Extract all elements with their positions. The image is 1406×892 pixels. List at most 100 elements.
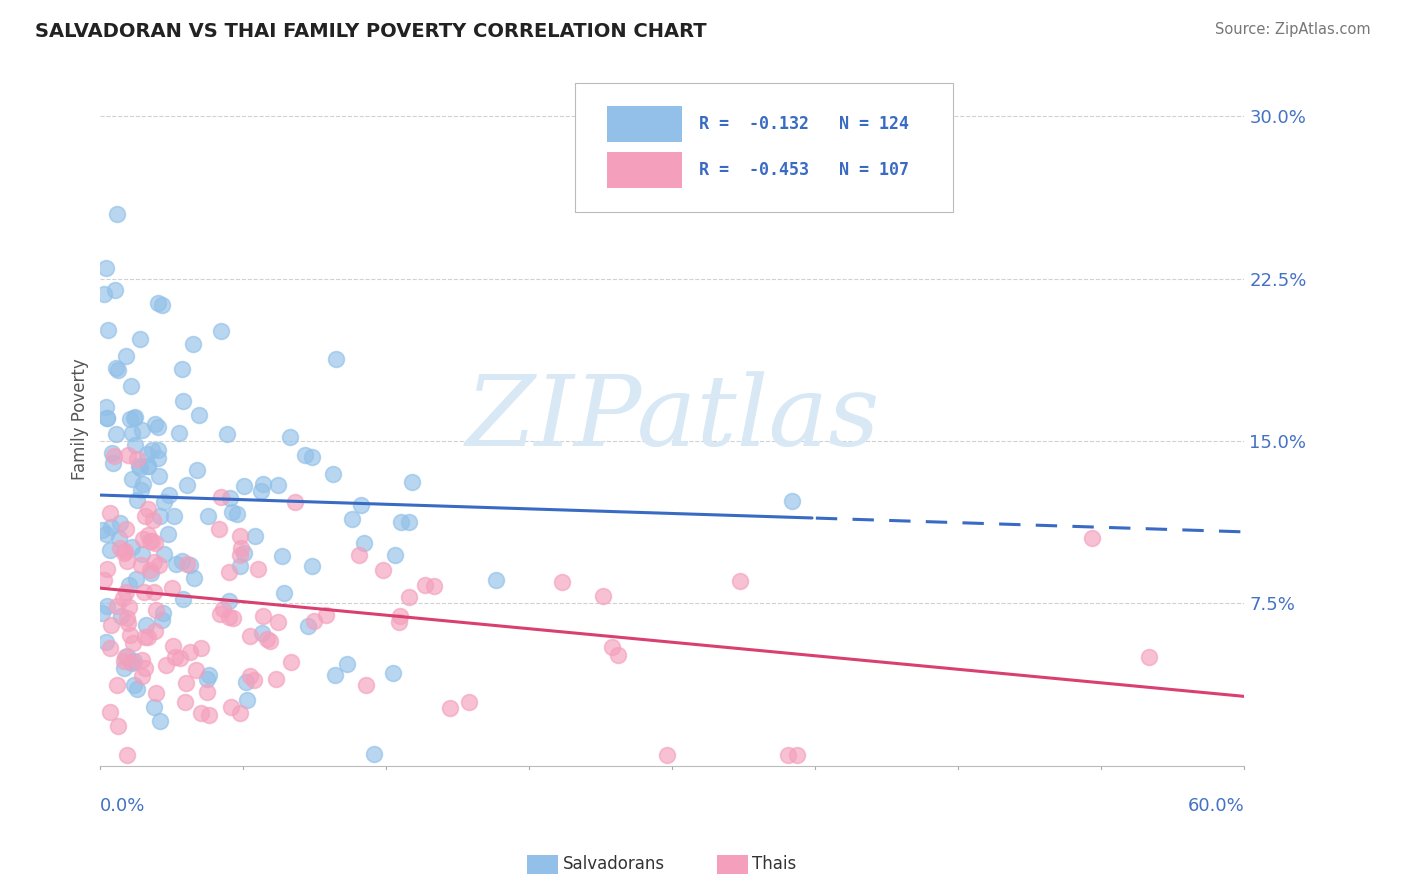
Point [246, 562, 269, 576]
Point [98, 705, 121, 719]
Point [101, 456, 124, 470]
Point [131, 532, 153, 546]
Point [730, 574, 752, 589]
Point [284, 494, 307, 508]
Point [97, 323, 120, 337]
Point [179, 558, 201, 573]
Point [160, 581, 183, 595]
Point [122, 654, 145, 668]
Point [135, 618, 157, 632]
Point [121, 472, 143, 486]
Point [259, 633, 281, 648]
Point [401, 475, 423, 490]
Point [91, 606, 114, 620]
Point [607, 648, 630, 662]
Point [143, 624, 166, 639]
Point [121, 540, 143, 554]
Point [132, 585, 155, 599]
Point [143, 417, 166, 432]
Point [209, 324, 232, 338]
Point [141, 566, 163, 580]
Point [354, 678, 377, 692]
Point [101, 446, 124, 460]
Point [98, 640, 121, 655]
Point [187, 408, 209, 422]
Point [114, 585, 136, 599]
Point [190, 706, 212, 721]
Point [270, 549, 292, 563]
Point [163, 508, 186, 523]
Point [105, 206, 128, 220]
Point [149, 508, 172, 523]
Point [301, 450, 323, 465]
Point [384, 548, 406, 562]
Point [176, 478, 198, 492]
Point [143, 584, 166, 599]
Point [104, 283, 127, 297]
Point [129, 483, 152, 497]
Point [125, 682, 148, 697]
Point [150, 298, 173, 312]
Point [302, 615, 325, 629]
Point [373, 563, 395, 577]
Point [98, 705, 121, 719]
Point [97, 323, 120, 337]
Point [117, 448, 139, 462]
Point [297, 619, 319, 633]
Point [128, 458, 150, 473]
Point [101, 446, 124, 460]
Point [413, 578, 436, 592]
Point [195, 685, 218, 699]
Point [128, 332, 150, 346]
Point [325, 668, 347, 682]
Point [267, 477, 290, 491]
Point [115, 747, 138, 762]
Point [124, 411, 146, 425]
Point [127, 493, 149, 508]
Point [179, 558, 201, 573]
Point [114, 349, 136, 363]
Point [184, 663, 207, 677]
Point [114, 544, 136, 558]
Point [172, 553, 194, 567]
Point [363, 747, 385, 761]
Point [132, 585, 155, 599]
Point [413, 578, 436, 592]
Point [198, 708, 221, 723]
Point [143, 624, 166, 639]
Point [485, 573, 508, 587]
Point [134, 630, 156, 644]
Point [266, 672, 288, 686]
Point [96, 599, 118, 613]
Point [127, 493, 149, 508]
Point [115, 522, 138, 536]
Point [107, 719, 129, 733]
Point [124, 438, 146, 452]
Point [125, 451, 148, 466]
Point [111, 591, 134, 605]
Point [146, 420, 169, 434]
Point [602, 640, 624, 655]
Point [136, 630, 159, 644]
Point [115, 649, 138, 664]
Point [93, 287, 115, 301]
Point [100, 617, 122, 632]
Point [267, 477, 290, 491]
Text: R =  -0.453   N = 107: R = -0.453 N = 107 [699, 161, 908, 179]
Point [103, 450, 125, 464]
Point [104, 360, 127, 375]
Point [190, 640, 212, 655]
Point [142, 513, 165, 527]
Point [162, 640, 184, 654]
Point [233, 479, 256, 493]
Point [301, 558, 323, 573]
Point [218, 565, 240, 579]
Point [111, 591, 134, 605]
Point [152, 606, 174, 620]
Point [145, 603, 167, 617]
Point [780, 494, 803, 508]
Point [655, 747, 678, 762]
Point [1137, 650, 1160, 665]
Point [117, 448, 139, 462]
Text: R =  -0.132   N = 124: R = -0.132 N = 124 [699, 114, 908, 133]
